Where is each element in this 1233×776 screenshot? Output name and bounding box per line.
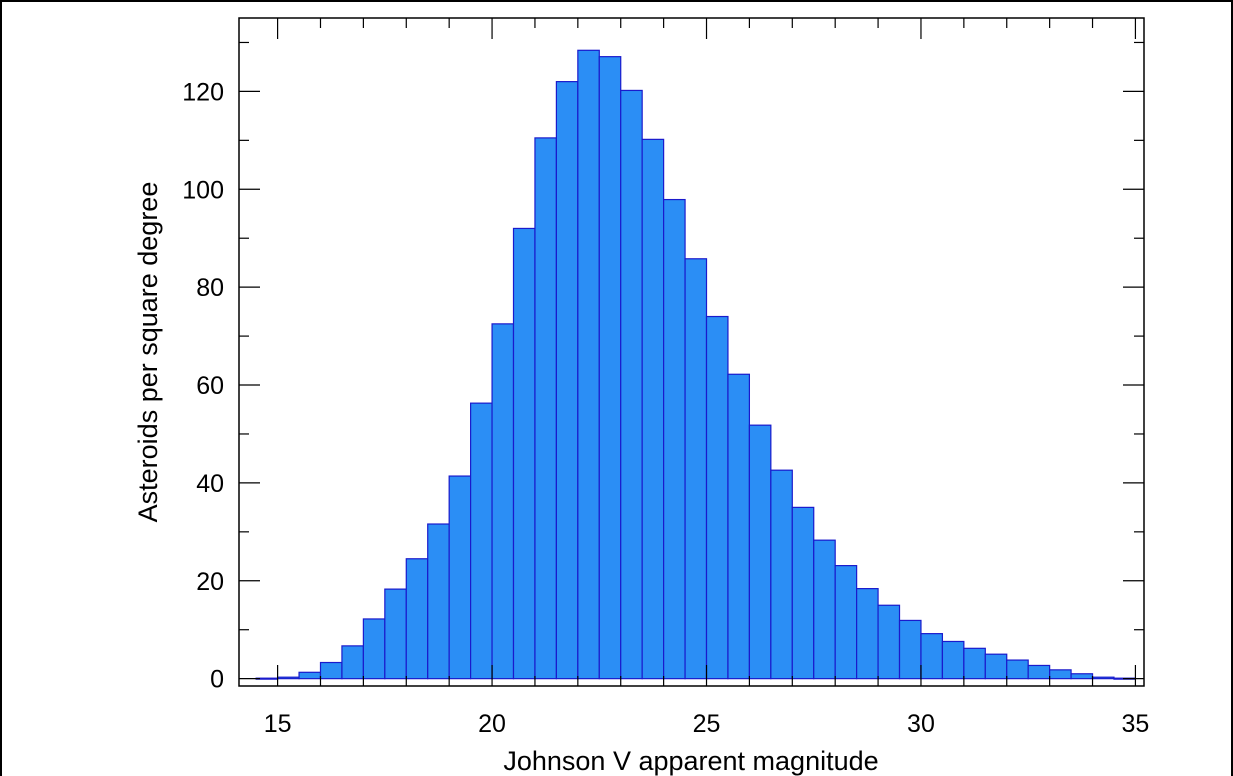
tick-labels-group: 15 20 25 30 35 0 20 40 60 80 100 120: [182, 78, 1149, 738]
histogram-bar: [963, 647, 986, 680]
histogram-bar: [770, 469, 793, 680]
histogram-bar: [898, 619, 922, 680]
histogram-bar: [405, 558, 429, 680]
histogram-bar: [448, 475, 472, 680]
histogram-bar: [620, 89, 643, 680]
histogram-bar: [920, 633, 944, 680]
histogram-bar: [727, 373, 751, 680]
histogram-bar: [1027, 664, 1051, 680]
y-tick-label: 20: [196, 568, 224, 596]
histogram-bar: [362, 618, 386, 680]
histogram-bar: [877, 604, 901, 680]
histogram-bar: [341, 645, 364, 680]
histogram-bar: [319, 661, 343, 680]
histogram-bar: [598, 56, 622, 680]
histogram-bar: [663, 198, 686, 680]
x-tick-label: 30: [907, 710, 935, 738]
histogram-bar: [534, 137, 557, 680]
y-tick-label: 80: [196, 274, 224, 302]
x-tick-label: 35: [1122, 710, 1150, 738]
histogram-bar: [577, 49, 600, 680]
histogram-bar: [384, 588, 407, 680]
histogram-bar: [1091, 676, 1115, 680]
histogram-bar: [1049, 669, 1072, 680]
histogram-bar: [941, 640, 965, 680]
histogram-bar: [684, 258, 708, 680]
histogram-bar: [641, 138, 665, 680]
y-axis-label: Asteroids per square degree: [133, 182, 163, 523]
x-tick-label: 20: [478, 710, 506, 738]
x-tick-label: 25: [693, 710, 721, 738]
histogram-bar: [277, 676, 300, 680]
y-tick-label: 120: [182, 78, 224, 106]
histogram-bar: [555, 81, 579, 680]
plot-area-border: [238, 17, 1145, 687]
y-tick-label: 0: [210, 666, 224, 694]
y-tick-label: 40: [196, 470, 224, 498]
x-tick-label: 15: [264, 710, 292, 738]
bars-group: [255, 49, 1137, 680]
y-tick-label: 100: [182, 176, 224, 204]
histogram-bar: [856, 588, 879, 680]
x-axis-label: Johnson V apparent magnitude: [503, 746, 878, 776]
ticks-group: [239, 18, 1144, 686]
histogram-bar: [427, 523, 450, 680]
histogram-bar: [1070, 673, 1094, 680]
histogram-bar: [470, 402, 493, 680]
histogram-bar: [984, 653, 1008, 680]
histogram-bar: [791, 506, 815, 680]
histogram-bar: [298, 671, 322, 680]
histogram-bar: [1006, 659, 1029, 680]
histogram-bar: [748, 424, 772, 680]
histogram-bar: [491, 323, 515, 680]
histogram-bar: [512, 227, 536, 680]
histogram-bar: [813, 539, 836, 680]
y-tick-label: 60: [196, 372, 224, 400]
histogram-bar: [834, 565, 858, 680]
histogram-bar: [705, 315, 729, 680]
